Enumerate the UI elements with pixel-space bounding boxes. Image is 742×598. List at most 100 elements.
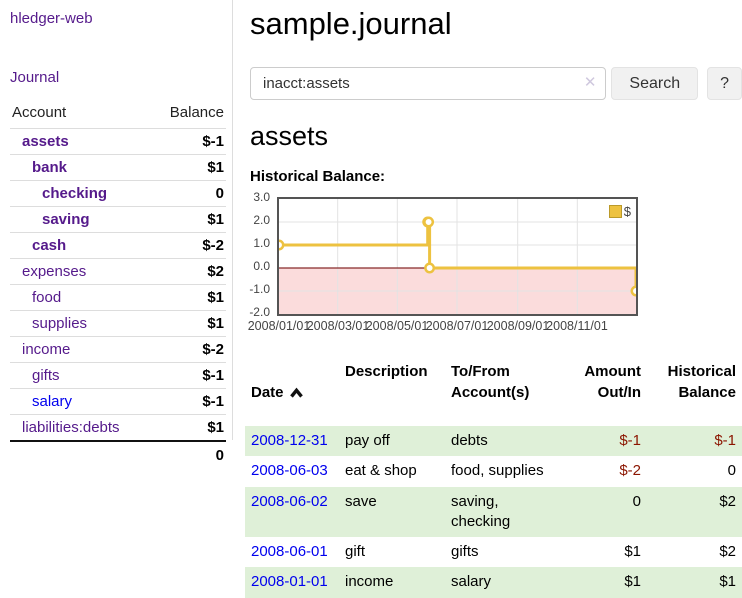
account-row: food $1 xyxy=(10,284,226,311)
register-col-date-label: Date xyxy=(251,384,284,401)
register-balance-cell: 0 xyxy=(727,462,736,480)
account-balance: $1 xyxy=(151,310,226,337)
register-balance-cell: $2 xyxy=(719,543,736,560)
account-row: assets $-1 xyxy=(10,128,226,155)
account-link[interactable]: food xyxy=(32,289,62,306)
account-row: supplies $1 xyxy=(10,310,226,337)
search-input-wrap: ✕ xyxy=(250,67,607,100)
register-col-balance: Historical Balance xyxy=(667,363,736,401)
account-cell: checking xyxy=(10,180,152,207)
accounts-total-value: 0 xyxy=(151,440,226,469)
data-point-marker xyxy=(279,239,285,251)
legend-label: $ xyxy=(623,204,631,219)
accounts-col-balance: Balance xyxy=(169,104,224,121)
account-balance: $1 xyxy=(151,414,226,441)
data-point-marker xyxy=(630,285,636,297)
account-link[interactable]: checking xyxy=(42,185,108,202)
register-accounts-cell: salary xyxy=(451,573,492,591)
account-balance: $-2 xyxy=(151,336,226,363)
register-row: 2008-06-03 eat & shop food, supplies $-2 0 xyxy=(245,456,742,486)
page: { "app": { "brand": "hledger-web", "nav_… xyxy=(10,0,742,598)
balance-chart-svg xyxy=(279,199,636,314)
register-header-row: Date Description To/From Account(s) Amou… xyxy=(245,359,742,426)
account-cell: expenses xyxy=(10,258,152,285)
register-amount-cell: $-1 xyxy=(619,432,641,449)
x-tick-label: 2008/09/01 xyxy=(486,319,550,333)
account-row: gifts $-1 xyxy=(10,362,226,389)
account-row: expenses $2 xyxy=(10,258,226,285)
account-link[interactable]: cash xyxy=(32,237,67,254)
y-tick-label: -1.0 xyxy=(249,282,270,296)
register-row: 2008-06-01 gift gifts $1 $2 xyxy=(245,537,742,567)
account-link[interactable]: expenses xyxy=(22,263,87,280)
register-date-cell: 2008-12-31 xyxy=(245,426,339,456)
account-row: saving $1 xyxy=(10,206,226,233)
account-cell: assets xyxy=(10,128,152,155)
register-amount-cell: $-2 xyxy=(619,462,641,480)
register-balance-cell: $2 xyxy=(719,492,736,510)
register-col-accounts: To/From Account(s) xyxy=(451,363,530,401)
data-point-marker xyxy=(423,216,435,228)
data-point-marker xyxy=(424,262,436,274)
account-link[interactable]: liabilities:debts xyxy=(22,419,120,436)
account-link[interactable]: bank xyxy=(32,159,68,176)
accounts-table: Account Balance assets $-1 bank $1 checking 0… xyxy=(10,102,226,469)
account-link[interactable]: salary xyxy=(32,393,73,410)
chart-area: 3.0 2.0 1.0 0.0 -1.0 -2.0 $ 2008/01/01 2008/03… xyxy=(245,190,742,338)
register-description-cell: gift xyxy=(345,543,366,560)
register-col-date[interactable]: Date xyxy=(245,359,339,426)
account-link[interactable]: supplies xyxy=(32,315,88,332)
register-amount-cell: 0 xyxy=(632,492,641,510)
register-accounts-cell: saving, checking xyxy=(451,492,511,530)
account-cell: cash xyxy=(10,232,152,259)
account-row: checking 0 xyxy=(10,180,226,207)
register-row: 2008-06-02 save saving, checking 0 $2 xyxy=(245,486,742,538)
register-row: 2008-12-31 pay off debts $-1 $-1 xyxy=(245,426,742,457)
sort-asc-icon[interactable] xyxy=(289,387,304,399)
y-tick-label: 2.0 xyxy=(253,213,270,227)
brand-link[interactable]: hledger-web xyxy=(10,10,93,27)
account-link[interactable]: income xyxy=(22,341,71,358)
y-tick-label: 1.0 xyxy=(253,236,270,250)
account-link[interactable]: assets xyxy=(22,133,69,150)
account-link[interactable]: saving xyxy=(42,211,90,228)
transaction-date-link[interactable]: 2008-06-03 xyxy=(251,462,328,480)
account-link[interactable]: gifts xyxy=(32,367,60,384)
register-date-cell: 2008-06-03 xyxy=(245,456,339,486)
transaction-date-link[interactable]: 2008-06-01 xyxy=(251,543,328,560)
x-tick-label: 2008/11/01 xyxy=(546,319,608,333)
account-cell: income xyxy=(10,336,152,363)
y-tick-label: -2.0 xyxy=(249,305,270,319)
register-description-cell: eat & shop xyxy=(345,462,417,480)
register-description-cell: income xyxy=(345,573,394,591)
clear-search-icon[interactable]: ✕ xyxy=(583,74,597,91)
chart-y-axis: 3.0 2.0 1.0 0.0 -1.0 -2.0 xyxy=(245,190,273,319)
help-button[interactable]: ? xyxy=(707,67,742,100)
register-balance-cell: $1 xyxy=(719,573,736,591)
account-row: salary $-1 xyxy=(10,388,226,415)
account-row: liabilities:debts $1 xyxy=(10,414,226,441)
account-balance: $1 xyxy=(151,284,226,311)
account-rows: assets $-1 bank $1 checking 0 saving $1 cash $-2 e… xyxy=(10,128,226,441)
account-balance: $-1 xyxy=(151,388,226,415)
account-balance: 0 xyxy=(151,180,226,207)
x-tick-label: 2008/07/01 xyxy=(425,319,489,333)
register-description-cell: pay off xyxy=(345,432,390,449)
search-input[interactable] xyxy=(250,67,607,100)
accounts-col-account: Account xyxy=(12,104,67,121)
account-row: cash $-2 xyxy=(10,232,226,259)
register-date-cell: 2008-06-02 xyxy=(245,487,339,538)
account-cell: liabilities:debts xyxy=(10,414,152,441)
register-rows: 2008-12-31 pay off debts $-1 $-1 2008-06-03 ea… xyxy=(245,426,742,598)
account-cell: supplies xyxy=(10,310,152,337)
account-balance: $1 xyxy=(151,206,226,233)
transaction-date-link[interactable]: 2008-06-02 xyxy=(251,492,328,510)
register-date-cell: 2008-06-01 xyxy=(245,537,339,567)
register-accounts-cell: food, supplies xyxy=(451,462,544,480)
search-button[interactable]: Search xyxy=(611,67,699,100)
nav-journal-link[interactable]: Journal xyxy=(10,69,60,86)
legend-swatch-icon xyxy=(608,205,622,218)
register-date-cell: 2008-01-01 xyxy=(245,567,339,597)
account-balance: $-1 xyxy=(151,128,226,155)
transaction-date-link[interactable]: 2008-12-31 xyxy=(251,432,328,449)
